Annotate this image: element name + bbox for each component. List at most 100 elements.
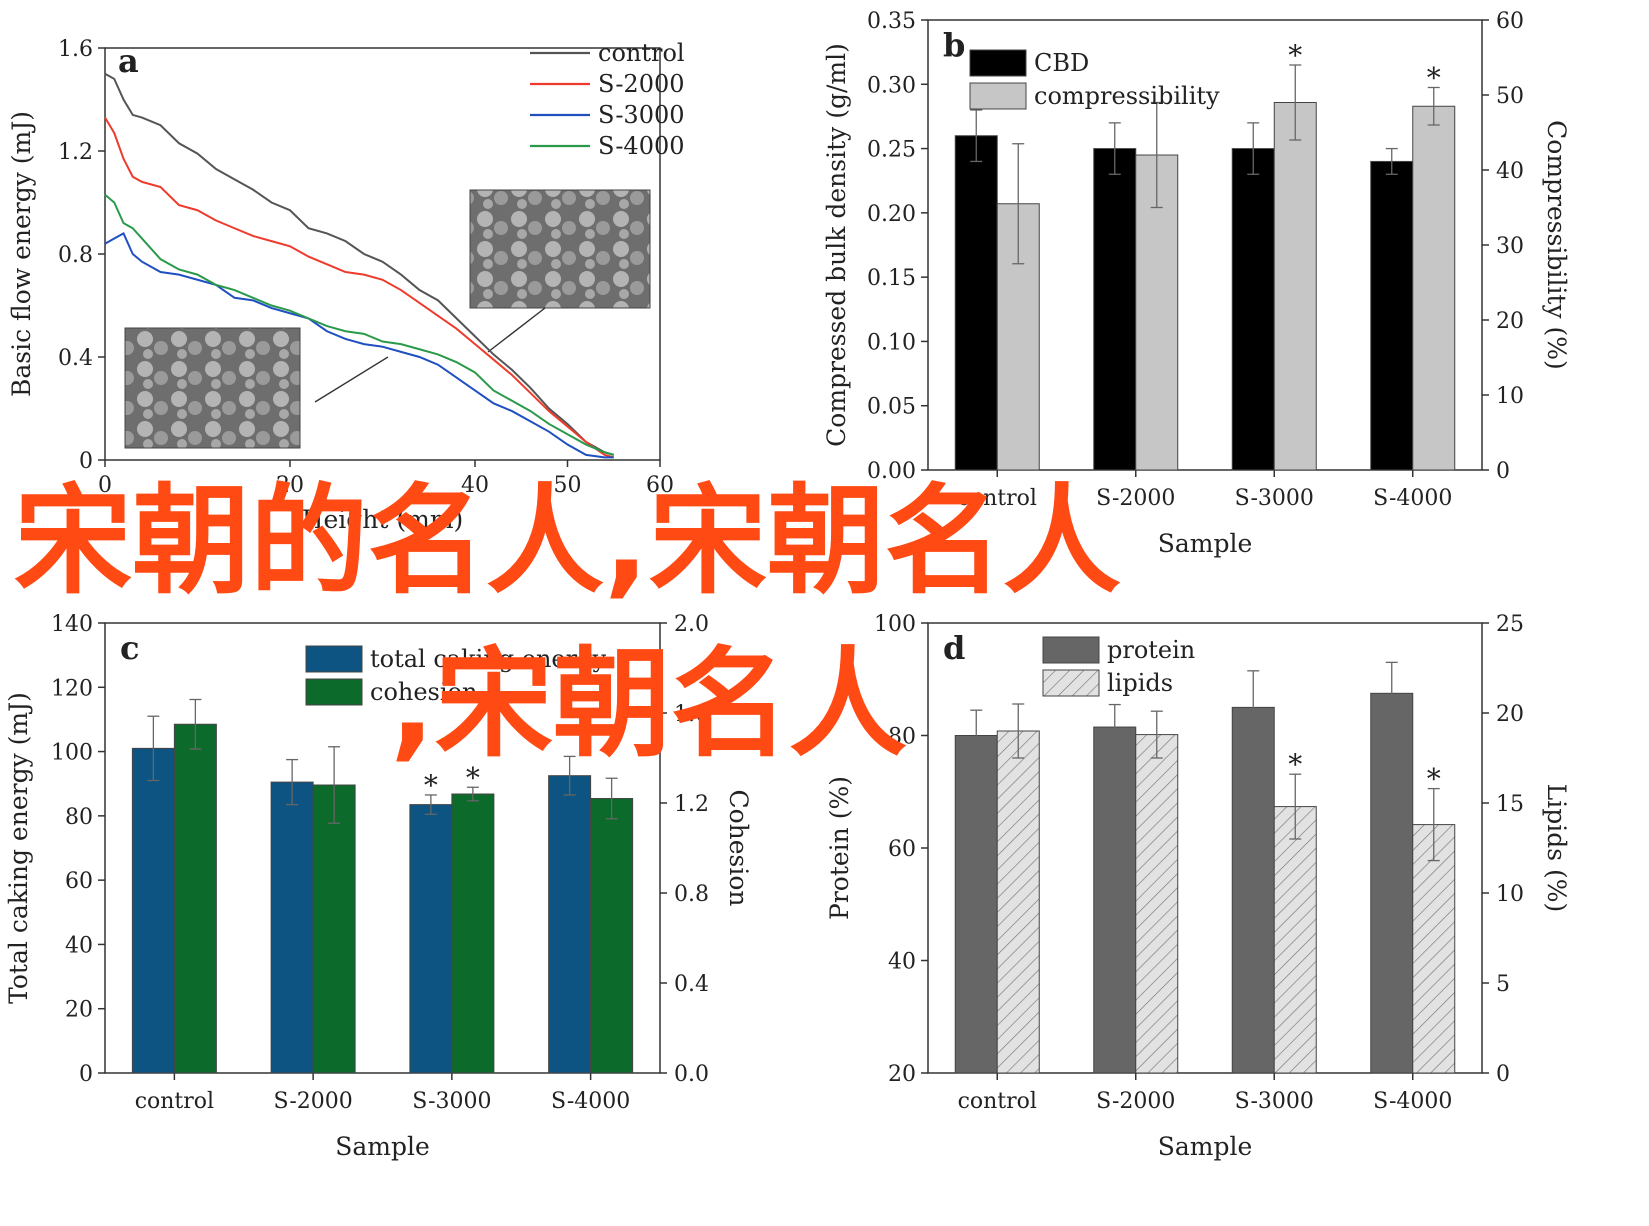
bar-lipids <box>1412 824 1456 1074</box>
y2-tick-label: 30 <box>1496 234 1524 259</box>
legend-swatch <box>1042 669 1100 697</box>
bar-cohesion <box>451 793 495 1074</box>
y-tick-label: 0.30 <box>867 73 916 98</box>
y2-tick-label: 1.6 <box>674 702 709 727</box>
x-tick-label: control <box>135 1089 214 1114</box>
y-tick-label: 80 <box>65 805 93 830</box>
y2-axis-label: Compressibility (%) <box>1542 120 1571 370</box>
bar-total-caking-energy <box>409 804 453 1074</box>
y2-tick-label: 50 <box>1496 84 1524 109</box>
x-tick-label: S-2000 <box>1096 1089 1175 1114</box>
significance-marker: * <box>1427 763 1441 796</box>
y-tick-label: 0.10 <box>867 330 916 355</box>
panel-letter: b <box>943 26 965 64</box>
y2-tick-label: 0 <box>1496 459 1510 484</box>
x-axis-label: Sample <box>335 1132 430 1161</box>
y-tick-label: 40 <box>65 933 93 958</box>
legend-label: lipids <box>1107 669 1173 697</box>
y-tick-label: 0.35 <box>867 9 916 34</box>
y2-axis-label: Lipids (%) <box>1542 784 1571 913</box>
y2-tick-label: 2.0 <box>674 612 709 637</box>
y-axis-label: Basic flow energy (mJ) <box>7 111 36 397</box>
x-tick-label: S-3000 <box>412 1089 491 1114</box>
panel-letter: a <box>118 42 139 80</box>
y-tick-label: 80 <box>888 725 916 750</box>
sem-inset-image <box>469 189 651 309</box>
bar-total-caking-energy <box>131 747 175 1074</box>
legend-swatch <box>1042 636 1100 664</box>
y-tick-label: 1.2 <box>58 140 93 165</box>
legend-label: compressibility <box>1034 82 1220 110</box>
y-tick-label: 0.00 <box>867 459 916 484</box>
y2-tick-label: 5 <box>1496 972 1510 997</box>
y2-tick-label: 25 <box>1496 612 1524 637</box>
inset-arrow <box>487 307 546 353</box>
y2-tick-label: 40 <box>1496 159 1524 184</box>
series-line-s-3000 <box>104 231 614 459</box>
bar-protein <box>1231 706 1275 1074</box>
x-axis-label: Sample <box>1158 1132 1253 1161</box>
y-tick-label: 20 <box>65 998 93 1023</box>
legend-swatch <box>969 49 1027 77</box>
bar-protein <box>1093 726 1137 1074</box>
legend-swatch <box>969 82 1027 110</box>
bar-lipids <box>996 730 1040 1074</box>
bar-protein <box>954 735 998 1074</box>
x-axis-label: Height (mm) <box>302 505 464 534</box>
x-tick-label: control <box>958 1089 1037 1114</box>
bar-total-caking-energy <box>548 775 592 1074</box>
bar-cbd <box>1231 148 1275 471</box>
bar-cohesion <box>590 798 634 1074</box>
legend-label: total caking energy <box>370 645 606 673</box>
bar-lipids <box>1273 806 1317 1074</box>
series-line-s-4000 <box>104 194 615 456</box>
y-tick-label: 60 <box>888 837 916 862</box>
x-tick-label: 50 <box>554 473 582 498</box>
y-tick-label: 0.8 <box>58 243 93 268</box>
watermark-line-1: 宋朝的名人,宋朝名人 <box>14 472 1121 610</box>
x-tick-label: 60 <box>646 473 674 498</box>
legend-label: control <box>598 39 685 67</box>
legend-label: cohesion <box>370 678 477 706</box>
y2-tick-label: 20 <box>1496 702 1524 727</box>
legend-label: S-4000 <box>598 132 685 160</box>
y2-tick-label: 10 <box>1496 882 1524 907</box>
y-tick-label: 140 <box>51 612 93 637</box>
y-tick-label: 1.6 <box>58 37 93 62</box>
y2-tick-label: 0 <box>1496 1062 1510 1087</box>
y-tick-label: 0 <box>79 449 93 474</box>
watermark-overlay: 宋朝的名人,宋朝名人 ,宋朝名人 <box>14 472 1121 773</box>
x-tick-label: S-4000 <box>551 1089 630 1114</box>
panel-b: 0.00 0.05 0.10 0.15 0.20 0.25 0.30 0.35 0 10 20 30 4… <box>822 9 1571 558</box>
y-tick-label: 100 <box>51 741 93 766</box>
panel-a: 0 0.4 0.8 1.2 1.6 0 20 40 50 60 Basic flow energy … <box>7 37 685 534</box>
legend-label: S-2000 <box>598 70 685 98</box>
bar-cbd <box>954 135 998 471</box>
legend-swatch <box>305 678 363 706</box>
x-tick-label: 20 <box>276 473 304 498</box>
panel-letter: c <box>120 629 139 667</box>
y-tick-label: 20 <box>888 1062 916 1087</box>
y2-tick-label: 0.8 <box>674 882 709 907</box>
legend-swatch <box>305 645 363 673</box>
y-tick-label: 120 <box>51 676 93 701</box>
y2-tick-label: 15 <box>1496 792 1524 817</box>
bar-cohesion <box>312 784 356 1074</box>
x-tick-label: S-2000 <box>1096 486 1175 511</box>
panel-d: 20 40 60 80 100 0 5 10 15 20 25 control S-2000 S-3000… <box>825 612 1571 1161</box>
legend-label: protein <box>1107 636 1195 664</box>
sem-inset-image <box>124 327 301 449</box>
panel-letter: d <box>943 629 965 667</box>
y-axis-label: Compressed bulk density (g/ml) <box>822 43 851 447</box>
y-tick-label: 60 <box>65 869 93 894</box>
y-tick-label: 0.4 <box>58 346 93 371</box>
y2-tick-label: 0.4 <box>674 972 709 997</box>
x-tick-label: control <box>958 486 1037 511</box>
series-line-s-2000 <box>104 117 615 459</box>
x-tick-label: 0 <box>98 473 112 498</box>
significance-marker: * <box>1427 62 1441 95</box>
y2-tick-label: 0.0 <box>674 1062 709 1087</box>
y-axis-label: Total caking energy (mJ) <box>4 692 33 1004</box>
series-line-control <box>104 72 615 456</box>
